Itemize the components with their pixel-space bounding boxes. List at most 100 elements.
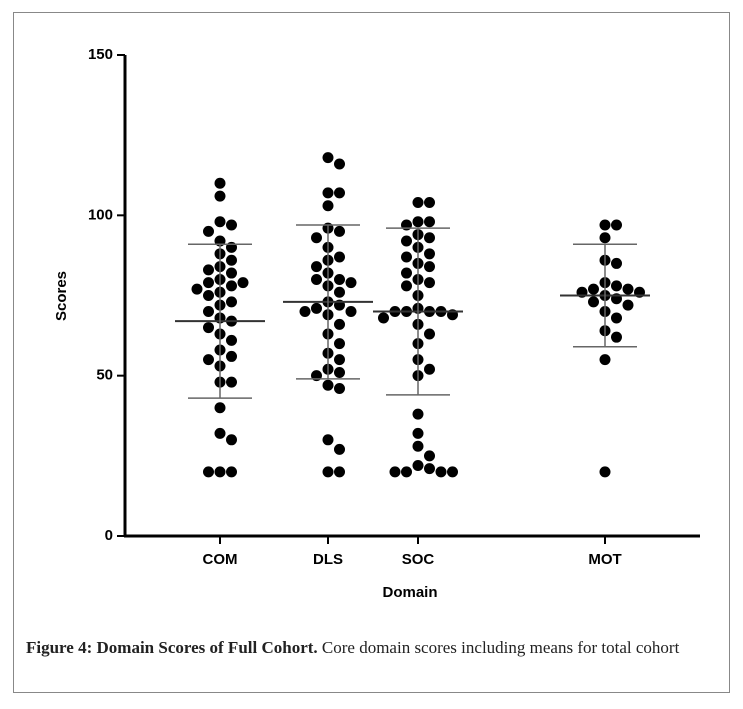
y-tick-label: 150: [88, 46, 113, 63]
dot: [226, 350, 237, 362]
caption-label: Figure 4: Domain Scores of Full Cohort.: [26, 638, 318, 657]
dot: [214, 427, 226, 439]
dot: [611, 280, 622, 292]
dot: [424, 216, 435, 228]
dot: [599, 354, 611, 366]
dot: [424, 232, 435, 244]
dot: [191, 283, 203, 295]
dot: [226, 334, 237, 346]
dot: [322, 379, 334, 391]
dot: [389, 466, 401, 478]
dot: [412, 216, 424, 228]
dot: [322, 466, 334, 478]
dot: [214, 177, 226, 189]
frame: [13, 12, 730, 693]
dot: [412, 408, 424, 420]
dot: [214, 190, 226, 202]
dot: [334, 443, 345, 455]
dot: [424, 328, 435, 340]
dot: [214, 466, 226, 478]
dot: [226, 219, 237, 231]
dot: [334, 286, 345, 298]
dot: [334, 382, 345, 394]
dot: [226, 254, 237, 266]
dot: [611, 312, 622, 324]
dot: [435, 466, 447, 478]
x-axis-label: Domain: [382, 584, 437, 601]
dot: [214, 216, 226, 228]
y-axis-label: Scores: [53, 271, 70, 321]
dot: [322, 187, 334, 199]
dot: [401, 235, 412, 247]
dot: [334, 273, 345, 285]
dot: [311, 302, 322, 314]
dot: [226, 267, 237, 279]
dot: [226, 296, 237, 308]
dot: [424, 463, 435, 475]
dot: [622, 299, 634, 311]
dot: [424, 261, 435, 273]
x-tick-label: MOT: [588, 551, 621, 568]
dot: [401, 466, 412, 478]
dot: [203, 322, 214, 334]
dot: [203, 277, 214, 289]
dot: [412, 427, 424, 439]
x-tick-label: SOC: [402, 551, 435, 568]
dot: [203, 264, 214, 276]
y-tick-label: 100: [88, 206, 113, 223]
dot: [237, 277, 249, 289]
caption: Figure 4: Domain Scores of Full Cohort. …: [26, 632, 716, 663]
dot: [334, 466, 345, 478]
dot: [203, 354, 214, 366]
dot: [322, 152, 334, 164]
dot: [588, 296, 599, 308]
dot: [311, 261, 322, 273]
dot: [424, 363, 435, 375]
dot: [599, 232, 611, 244]
dot: [334, 225, 345, 237]
dot: [611, 257, 622, 269]
dot: [622, 283, 634, 295]
dot: [599, 466, 611, 478]
dot: [226, 280, 237, 292]
dot: [203, 466, 214, 478]
dot: [322, 434, 334, 446]
dot: [611, 219, 622, 231]
dot: [334, 318, 345, 330]
dot: [322, 200, 334, 212]
dot: [299, 306, 311, 318]
y-tick-label: 0: [105, 527, 113, 544]
dot: [214, 402, 226, 414]
dot: [226, 376, 237, 388]
dot: [588, 283, 599, 295]
dot: [424, 197, 435, 209]
dot: [412, 440, 424, 452]
dot: [447, 466, 458, 478]
dot: [401, 251, 412, 263]
dot: [226, 466, 237, 478]
dot: [424, 277, 435, 289]
dot: [401, 280, 412, 292]
dot: [203, 225, 214, 237]
dot: [203, 306, 214, 318]
dot: [334, 158, 345, 170]
dot: [203, 290, 214, 301]
dot: [424, 248, 435, 260]
dot: [334, 187, 345, 199]
dot: [378, 312, 389, 324]
dot: [401, 267, 412, 279]
dot: [611, 331, 622, 343]
dot: [345, 306, 357, 318]
x-tick-label: DLS: [313, 551, 343, 568]
dot: [412, 459, 424, 471]
x-tick-label: COM: [203, 551, 238, 568]
caption-text: Core domain scores including means for t…: [321, 638, 680, 657]
dot: [424, 450, 435, 462]
dot: [334, 354, 345, 366]
dot: [599, 219, 611, 231]
dot: [311, 273, 322, 285]
dot: [334, 366, 345, 378]
